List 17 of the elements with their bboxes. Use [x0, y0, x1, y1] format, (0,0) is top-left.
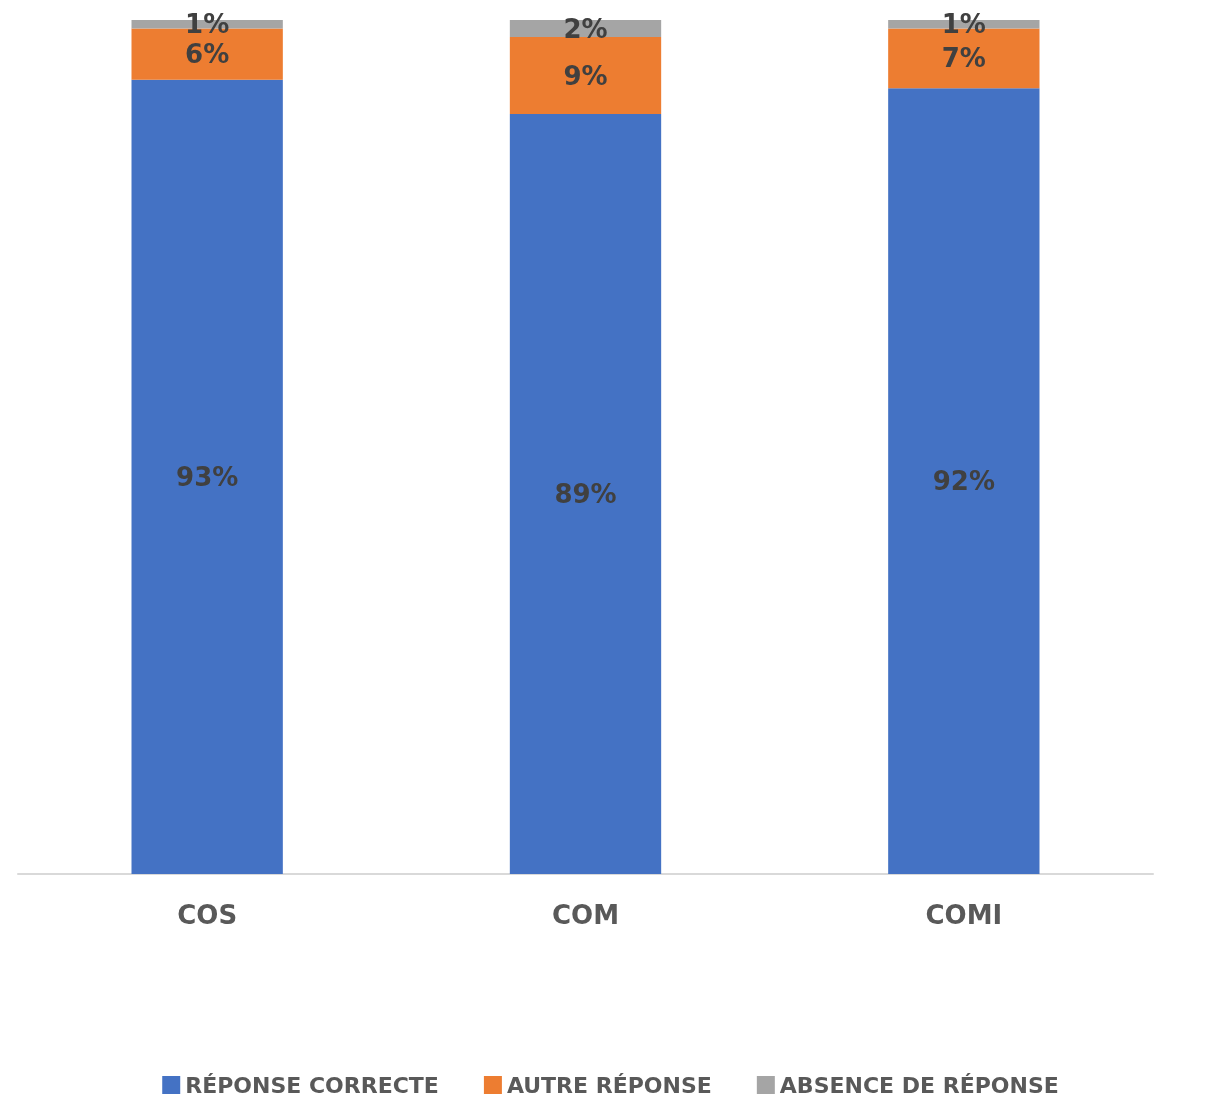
data-label: 2%: [563, 13, 608, 44]
data-label: 92%: [932, 466, 995, 497]
legend-label: AUTRE RÉPONSE: [506, 1072, 712, 1098]
bar: [888, 88, 1040, 874]
x-tick-label: COS: [177, 900, 238, 930]
data-label: 89%: [554, 478, 617, 509]
legend-label: RÉPONSE CORRECTE: [185, 1072, 439, 1098]
data-label: 9%: [563, 60, 608, 91]
legend-label: ABSENCE DE RÉPONSE: [779, 1072, 1059, 1098]
bar: [131, 79, 283, 874]
data-label: 93%: [176, 461, 239, 492]
bar: [509, 113, 662, 874]
data-label: 6%: [185, 39, 230, 70]
bar: [509, 37, 662, 114]
data-label: 7%: [941, 43, 986, 74]
x-tick-label: COM: [551, 900, 620, 930]
x-tick-label: COMI: [925, 900, 1003, 930]
